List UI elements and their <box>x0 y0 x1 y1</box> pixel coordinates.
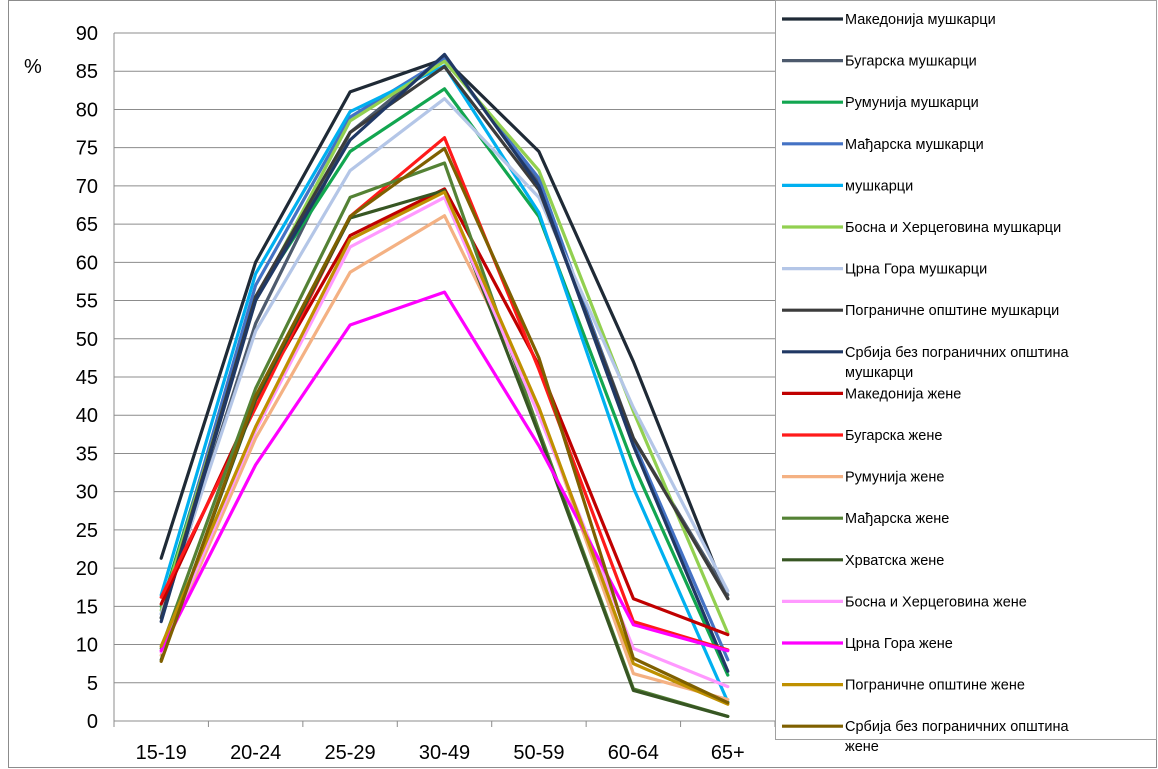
series-line-8 <box>159 52 730 673</box>
x-tick-label-25-29: 25-29 <box>324 742 375 764</box>
legend-label-9: Македонија жене <box>845 386 961 402</box>
legend-label-3: Мађарска мушкарци <box>845 137 984 153</box>
y-tick-label-55: 55 <box>76 291 98 313</box>
y-tick-label-85: 85 <box>76 61 98 83</box>
y-tick-label-50: 50 <box>76 329 98 351</box>
series-line-7 <box>159 64 730 620</box>
legend-label-10: Бугарска жене <box>845 428 942 444</box>
legend-label-13: Хрватска жене <box>845 553 944 569</box>
legend-label-1: Бугарска мушкарци <box>845 54 977 70</box>
legend-label-11: Румунија жене <box>845 470 944 486</box>
x-tick-label-30-49: 30-49 <box>419 742 470 764</box>
legend-label-17-line2: жене <box>845 739 879 755</box>
series-line-15 <box>159 290 730 653</box>
x-tick-label-65+: 65+ <box>711 742 745 764</box>
y-tick-label-65: 65 <box>76 214 98 236</box>
y-tick-label-15: 15 <box>76 596 98 618</box>
series-line-11 <box>159 214 730 702</box>
y-tick-label-20: 20 <box>76 558 98 580</box>
series-lines <box>159 52 730 719</box>
y-tick-label-40: 40 <box>76 405 98 427</box>
x-tick-label-15-19: 15-19 <box>136 742 187 764</box>
x-tick-label-50-59: 50-59 <box>513 742 564 764</box>
y-tick-label-60: 60 <box>76 252 98 274</box>
legend-label-4: мушкарци <box>845 178 913 194</box>
legend-label-5: Босна и Херцеговина мушкарци <box>845 220 1061 236</box>
y-tick-label-10: 10 <box>76 635 98 657</box>
y-tick-label-75: 75 <box>76 138 98 160</box>
legend-label-15: Црна Гора жене <box>845 636 953 652</box>
legend-label-12: Мађарска жене <box>845 511 949 527</box>
y-tick-label-90: 90 <box>76 23 98 45</box>
series-line-17 <box>159 146 730 705</box>
series-line-16 <box>159 190 730 706</box>
y-tick-label-45: 45 <box>76 367 98 389</box>
legend: Македонија мушкарци Бугарска мушкарци Руму… <box>775 0 1157 755</box>
y-tick-label-30: 30 <box>76 482 98 504</box>
x-tick-label-60-64: 60-64 <box>608 742 659 764</box>
y-tick-label-5: 5 <box>87 673 98 695</box>
y-tick-label-35: 35 <box>76 443 98 465</box>
legend-border <box>775 0 1157 740</box>
series-line-6 <box>159 97 730 616</box>
axes: 0 5 10 15 20 25 30 35 40 45 50 55 60 65 70 75 80 85 90 15-1… <box>76 23 776 764</box>
y-tick-label-0: 0 <box>87 711 98 733</box>
y-tick-label-80: 80 <box>76 99 98 121</box>
legend-label-7: Пограничне општине мушкарци <box>845 303 1059 319</box>
legend-label-8: Србија без пограничних општина <box>845 345 1069 361</box>
x-tick-label-20-24: 20-24 <box>230 742 281 764</box>
y-tick-label-70: 70 <box>76 176 98 198</box>
legend-label-14: Босна и Херцеговина жене <box>845 594 1027 610</box>
legend-label-16: Пограничне општине жене <box>845 678 1025 694</box>
y-axis-label: % <box>24 56 42 78</box>
y-tick-label-25: 25 <box>76 520 98 542</box>
legend-label-0: Македонија мушкарци <box>845 12 996 28</box>
legend-label-17: Србија без пограничних општина <box>845 719 1069 735</box>
legend-label-6: Црна Гора мушкарци <box>845 262 987 278</box>
legend-label-8-line2: мушкарци <box>845 365 913 381</box>
legend-label-2: Румунија мушкарци <box>845 95 979 111</box>
